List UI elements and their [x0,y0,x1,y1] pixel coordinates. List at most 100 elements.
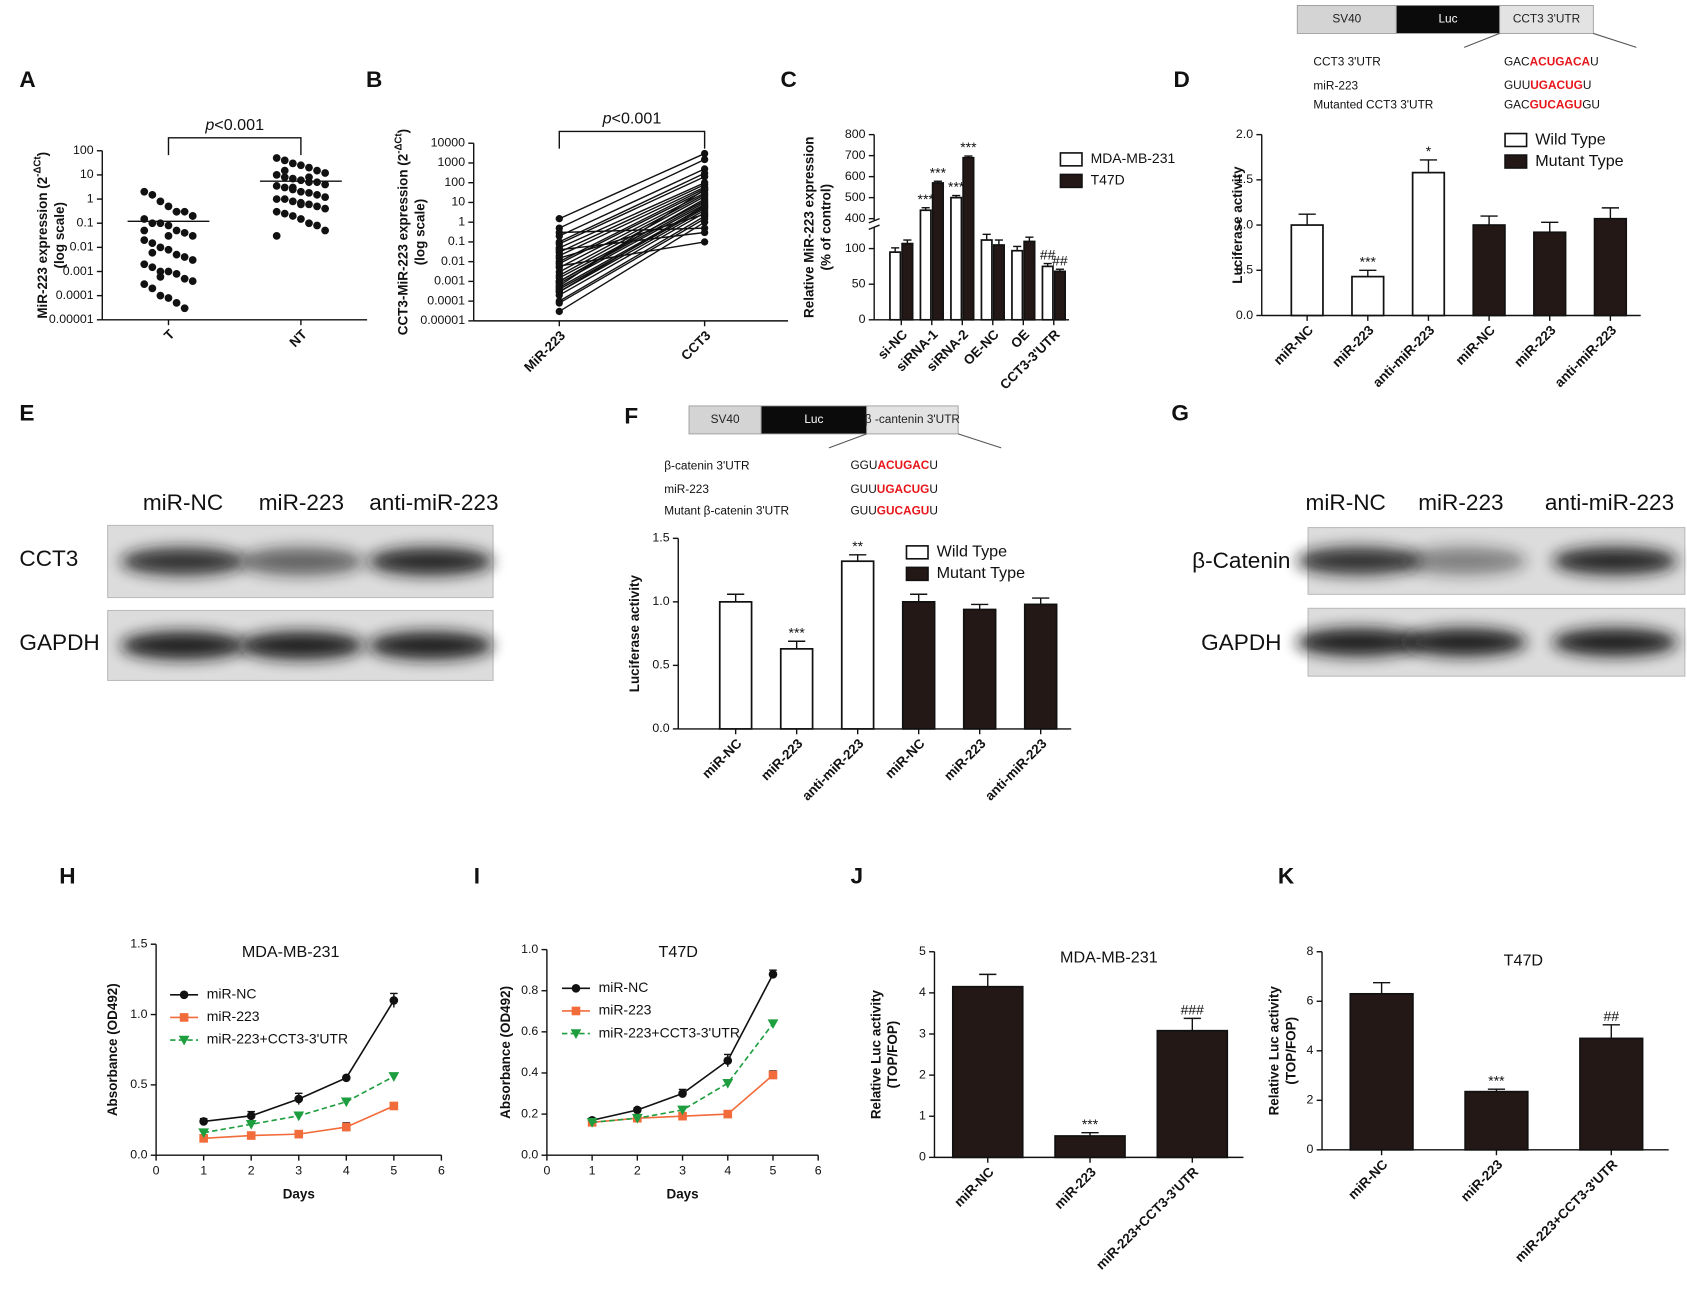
y-tick-label: 10 [80,167,94,181]
data-point [156,243,165,252]
marker [179,1013,189,1022]
y-tick-label: 0.4 [521,1065,538,1079]
blot-band [1552,546,1678,575]
marker [678,1089,687,1098]
data-point [555,282,563,290]
p-symbol: p [204,116,214,134]
data-point [313,190,321,199]
bar [1472,224,1506,317]
pair-line [558,188,706,287]
x-axis-label: Days [666,1187,698,1202]
marker [723,1056,733,1065]
sequence: GUUUGACUGU [1504,78,1591,92]
y-tick-label: 0.8 [521,983,538,997]
pair-line [558,200,705,279]
data-point [164,245,173,254]
data-point [148,239,157,247]
y-tick-label: 600 [845,169,866,183]
data-point [555,246,563,254]
y-axis-label: (log scale) [52,202,67,268]
pair-line [558,201,705,283]
y-tick-label: 0.0 [521,1147,538,1161]
y-tick-label: 700 [845,148,866,162]
significance-label: *** [1488,1072,1505,1088]
panel-letter: E [19,401,34,426]
y-axis-label-text: MiR-223 expression (2 [35,177,50,319]
marker [570,1029,582,1039]
data-point [272,171,281,179]
bar [779,648,814,730]
data-point [555,274,563,282]
bar [1464,1090,1529,1151]
data-point [272,231,281,240]
data-point [555,215,563,223]
bar [1053,270,1066,321]
y-tick-label: 8 [1307,944,1314,958]
marker [341,1073,351,1083]
bar [992,244,1005,321]
data-point [172,226,181,235]
pair-line [559,231,705,251]
panel-letter: B [366,67,382,92]
marker [389,996,399,1005]
data-point [321,204,330,213]
data-point [272,182,281,190]
y-tick-label: 1000 [438,155,466,169]
bar [1349,992,1414,1151]
chart-title: MDA-MB-231 [1060,948,1158,966]
x-tick-label: 5 [770,1164,777,1178]
data-point [188,231,197,240]
marker [245,1119,257,1130]
row-label: CCT3 [19,546,78,571]
bar [840,560,875,730]
blot-band [368,547,494,576]
y-tick-label: 100 [73,143,94,157]
panel-letter: K [1278,863,1295,888]
data-point [164,294,173,302]
panel-letter: G [1171,401,1189,426]
x-tick-label: 4 [343,1164,350,1178]
construct-box [1499,5,1594,34]
data-point [280,156,289,165]
construct-label: SV40 [711,412,740,426]
y-tick-label: 6 [1307,994,1314,1008]
significance-label: ## [1040,247,1056,263]
significance-label: *** [918,191,935,207]
y-tick-label: 4 [1307,1043,1314,1057]
blot-band [1401,628,1527,657]
chart-title: T47D [1504,952,1543,970]
y-axis-label-end: ) [35,152,50,156]
y-tick-label: 0.00001 [420,313,465,327]
data-point [272,154,281,162]
marker [198,1128,210,1139]
y-tick-label: 1.5 [130,936,147,950]
legend-label: Wild Type [1535,130,1606,148]
y-axis-label-text: Relative Luc activity [1266,986,1281,1116]
data-point [700,185,709,194]
data-point [140,226,149,235]
pair-line [558,188,705,263]
data-point [700,228,709,237]
pair-line [558,193,705,273]
construct-label: CCT3 3'UTR [1513,12,1580,26]
data-point [188,256,197,264]
data-point [148,263,157,272]
marker [571,1006,581,1016]
p-text: <0.001 [612,110,662,128]
legend-swatch [905,566,929,582]
bar [718,600,753,730]
sequence-name: miR-223 [1313,78,1358,92]
y-axis-label: MiR-223 expression (2-ΔCt) [32,152,49,319]
construct-label: SV40 [1332,12,1361,26]
y-tick-label: 0.0001 [56,288,94,302]
sequence-flank: GUU [850,482,876,496]
marker [199,1134,208,1143]
y-tick-label: 0 [919,1150,926,1164]
pair-line [558,158,705,229]
y-tick-label: 800 [845,127,866,141]
x-tick-label: 3 [679,1164,686,1178]
pair-line [558,152,705,220]
construct-box [760,405,868,435]
data-point [148,190,157,199]
y-axis-label: (% of control) [818,184,833,271]
